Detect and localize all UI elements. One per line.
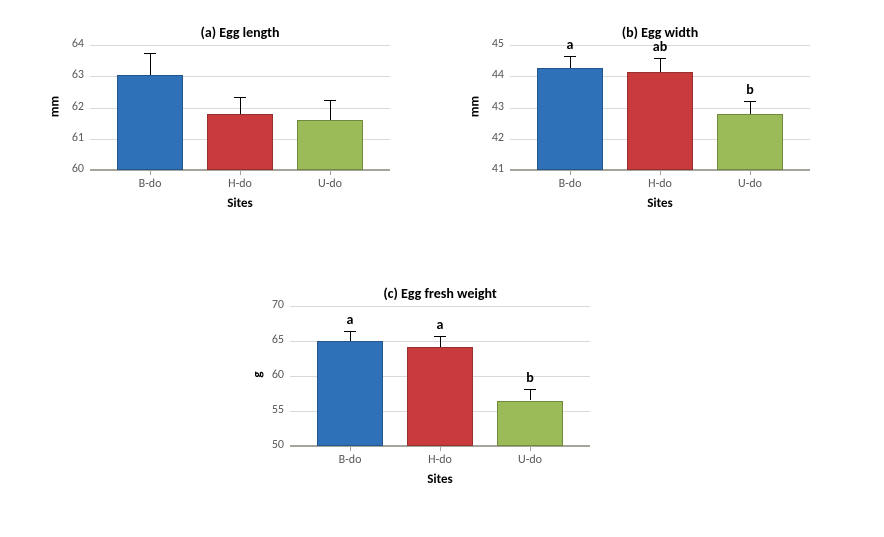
panel-title: (a) Egg length [90, 24, 390, 41]
grid-line [290, 306, 590, 307]
errorbar-stem [660, 58, 661, 72]
errorbar-cap [524, 389, 536, 390]
errorbar-cap [234, 97, 246, 98]
errorbar-stem [750, 101, 751, 114]
significance-label: a [347, 311, 354, 328]
plot-area: 5055606570aB-doaH-dobU-dogSites [290, 306, 590, 447]
y-tick-label: 65 [254, 333, 284, 347]
bar-b-do [117, 75, 183, 170]
errorbar-stem [240, 97, 241, 114]
errorbar-cap [654, 58, 666, 59]
errorbar-cap [434, 336, 446, 337]
bar-b-do [537, 68, 603, 170]
errorbar-cap [564, 56, 576, 57]
x-tick-label: B-do [139, 177, 162, 191]
x-tick-label: H-do [428, 453, 452, 467]
x-axis-title: Sites [90, 196, 390, 211]
plot-area: 4142434445aB-doabH-dobU-dommSites [510, 45, 810, 171]
errorbar-stem [150, 53, 151, 75]
panel-title: (c) Egg fresh weight [290, 285, 590, 302]
errorbar-stem [330, 100, 331, 120]
plot-box: 6061626364B-doH-doU-dommSites [90, 45, 390, 170]
errorbar-cap [144, 53, 156, 54]
x-tick-mark [660, 170, 661, 175]
significance-label: a [567, 36, 574, 53]
x-tick-label: B-do [559, 177, 582, 191]
plot-box: 5055606570aB-doaH-dobU-dogSites [290, 306, 590, 446]
x-tick-mark [350, 446, 351, 451]
x-tick-label: U-do [738, 177, 762, 191]
y-tick-label: 44 [474, 68, 504, 82]
bar-h-do [407, 347, 473, 446]
x-tick-label: B-do [339, 453, 362, 467]
y-tick-label: 61 [54, 131, 84, 145]
x-tick-mark [750, 170, 751, 175]
plot-box: 4142434445aB-doabH-dobU-dommSites [510, 45, 810, 170]
x-axis-title: Sites [510, 196, 810, 211]
bar-h-do [207, 114, 273, 170]
errorbar-stem [570, 56, 571, 69]
x-tick-label: U-do [518, 453, 542, 467]
y-tick-label: 50 [254, 438, 284, 452]
x-tick-label: H-do [228, 177, 252, 191]
x-axis-title: Sites [290, 472, 590, 487]
x-tick-label: H-do [648, 177, 672, 191]
x-tick-mark [570, 170, 571, 175]
y-tick-label: 41 [474, 162, 504, 176]
x-tick-label: U-do [318, 177, 342, 191]
bar-u-do [717, 114, 783, 170]
bar-u-do [297, 120, 363, 170]
y-tick-label: 55 [254, 403, 284, 417]
grid-line [90, 45, 390, 46]
y-tick-label: 45 [474, 37, 504, 51]
panel-b: (b) Egg width4142434445aB-doabH-dobU-dom… [510, 24, 810, 170]
x-tick-mark [150, 170, 151, 175]
errorbar-stem [350, 331, 351, 341]
y-tick-label: 63 [54, 68, 84, 82]
significance-label: a [437, 316, 444, 333]
y-axis-title: g [251, 355, 266, 395]
y-tick-label: 64 [54, 37, 84, 51]
panel-c: (c) Egg fresh weight 5055606570aB-doaH-do… [290, 285, 590, 446]
panel-a: (a) Egg length 6061626364B-doH-doU-dommSi… [90, 24, 390, 170]
y-axis-title: mm [468, 86, 483, 126]
errorbar-stem [530, 389, 531, 401]
bar-b-do [317, 341, 383, 446]
x-tick-mark [330, 170, 331, 175]
bar-h-do [627, 72, 693, 170]
errorbar-cap [744, 101, 756, 102]
y-tick-label: 70 [254, 298, 284, 312]
x-tick-mark [240, 170, 241, 175]
significance-label: ab [653, 38, 667, 55]
x-tick-mark [530, 446, 531, 451]
y-axis-title: mm [48, 86, 63, 126]
y-tick-label: 60 [54, 162, 84, 176]
plot-area: 6061626364B-doH-doU-dommSites [90, 45, 390, 171]
bar-u-do [497, 401, 563, 447]
y-tick-label: 42 [474, 131, 504, 145]
errorbar-cap [324, 100, 336, 101]
x-tick-mark [440, 446, 441, 451]
errorbar-cap [344, 331, 356, 332]
figure-root: (a) Egg length 6061626364B-doH-doU-dommSi… [0, 0, 884, 537]
errorbar-stem [440, 336, 441, 347]
significance-label: b [746, 81, 754, 98]
significance-label: b [526, 369, 534, 386]
